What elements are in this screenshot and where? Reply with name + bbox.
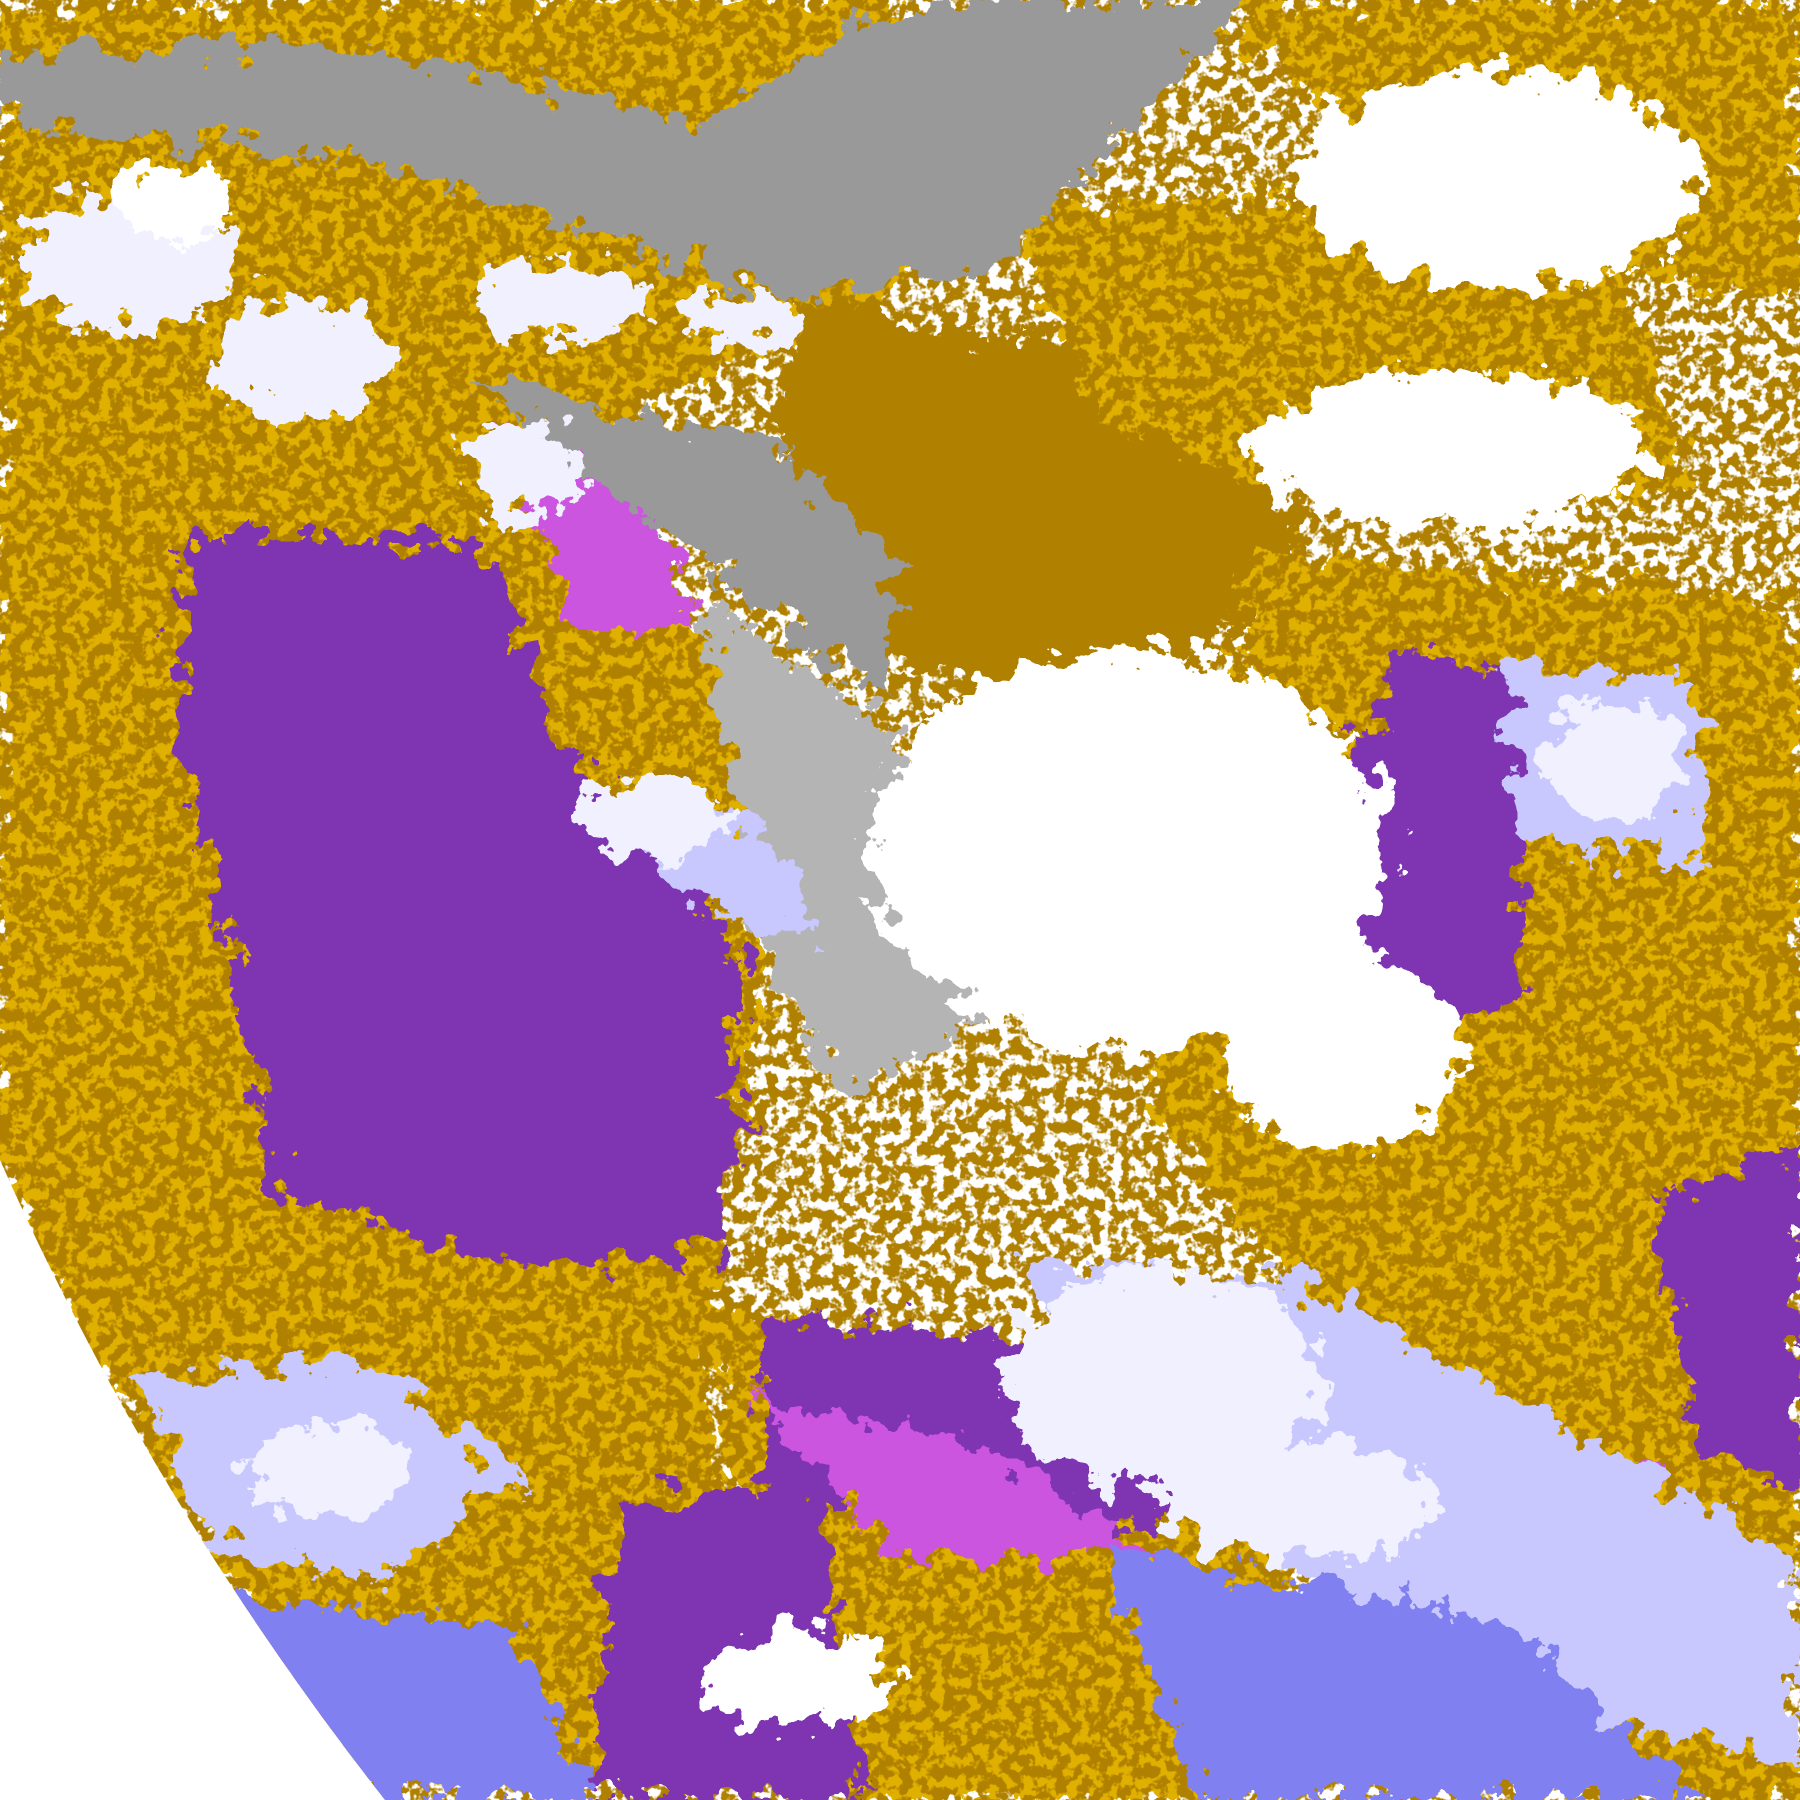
cloud-core-background xyxy=(710,1630,890,1730)
cloud-core-lavender xyxy=(680,290,800,350)
cloud-core-background xyxy=(870,650,1390,1050)
cloud-region-light_gray xyxy=(700,600,1000,1100)
cloud-core-lavender xyxy=(210,300,390,420)
cloud-region-purple xyxy=(1650,1150,1800,1500)
cloud-region-periwinkle xyxy=(1100,1550,1700,1800)
cloud-region-gray xyxy=(0,0,1250,300)
cloud-core-background xyxy=(1250,370,1650,530)
cloud-core-lavender xyxy=(1000,1270,1320,1490)
cloud-core-background xyxy=(1220,950,1460,1150)
cloud-region-purple xyxy=(180,540,740,1270)
cloud-core-lavender xyxy=(250,1420,410,1520)
cloud-core-background xyxy=(110,160,230,240)
cloud-region-magenta xyxy=(750,1400,1150,1560)
cloud-core-lavender xyxy=(580,780,720,860)
cloud-core-lavender xyxy=(460,420,580,520)
cloud-core-lavender xyxy=(1540,700,1680,820)
cloud-core-background xyxy=(1300,70,1700,290)
cloud-core-lavender xyxy=(470,260,650,340)
cloud-core-lavender xyxy=(1160,1440,1440,1560)
cloud-region-gray xyxy=(480,380,900,700)
